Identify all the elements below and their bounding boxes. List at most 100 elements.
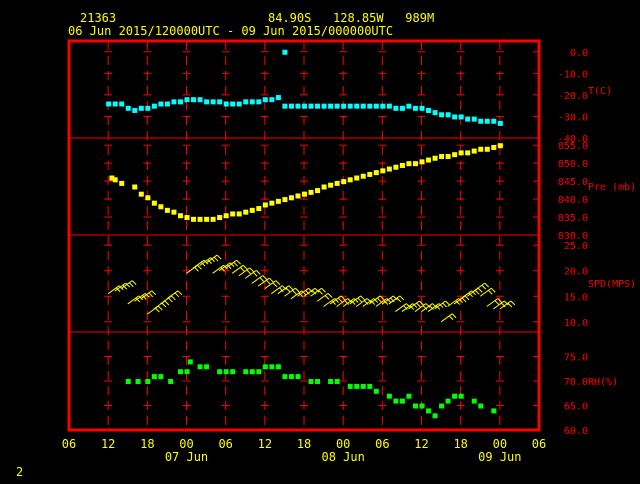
humidity-point [334,379,340,384]
wind-barb [218,262,235,272]
temperature-point [380,103,386,109]
wind-barb-flag [416,302,421,308]
pressure-point [217,215,223,221]
wind-barb-shaft [133,292,146,302]
wind-barb-flag [500,302,506,308]
wind-barb-shaft [447,298,459,307]
pressure-point [204,216,210,222]
temperature-point [236,101,242,107]
wind-barb-shaft [199,257,211,267]
pressure-point [380,168,386,174]
temperature-point [132,107,138,113]
humidity-point [406,393,412,399]
y-tick-label: -30.0 [558,112,588,123]
panel-label-temperature: T(C) [588,86,612,97]
wind-barb-flag [118,285,124,291]
wind-barb-shaft [218,262,231,272]
wind-barb-shaft [395,303,407,312]
pressure-point [478,146,484,152]
wind-barb-shaft [408,300,420,310]
wind-barb-shaft [277,285,290,295]
humidity-point [347,383,353,389]
wind-barb [114,282,131,292]
x-tick-label: 06 [375,437,389,451]
temperature-point [360,103,366,109]
temperature-point [439,112,445,118]
wind-barb-shaft [303,287,316,297]
humidity-point [168,379,174,384]
wind-barb [414,303,431,312]
temperature-point [138,105,144,111]
wind-barb-flag [474,289,480,295]
wind-barb-flag [419,300,424,306]
y-tick-label: 830.0 [558,231,588,242]
humidity-point [249,369,255,375]
x-tick-label: 12 [101,437,115,451]
y-tick-label: -10.0 [558,69,588,80]
y-tick-label: 20.0 [564,267,588,278]
wind-barb [310,287,326,297]
wind-barb-flag [403,305,408,310]
wind-barb-shaft [414,303,427,312]
wind-barb-flag [128,282,134,287]
pressure-point [184,215,190,221]
wind-barb [460,290,477,300]
station-id: 21363 [80,11,116,25]
wind-barb-shaft [258,277,270,287]
wind-barb-flag [435,305,441,310]
x-tick-label: 06 [62,437,76,451]
x-date-label: 07 Jun [165,450,208,464]
wind-barb [107,285,124,295]
wind-barb-flag [510,300,516,306]
wind-barb [238,267,255,277]
temperature-point [256,99,262,105]
wind-barb-shaft [421,303,433,312]
x-tick-label: 12 [258,437,272,451]
wind-barb-flag [497,298,503,303]
wind-barb-flag [334,298,339,303]
pressure-point [426,157,432,163]
pressure-point [484,146,490,152]
wind-barb-flag [220,266,225,272]
wind-barb-shaft [401,303,414,312]
wind-barb [205,254,222,264]
wind-barb [323,298,339,307]
humidity-point [223,369,229,375]
temperature-point [177,99,183,105]
wind-barb-shaft [284,287,296,297]
wind-barb-shaft [238,267,251,277]
y-tick-label: 855.0 [558,141,588,152]
wind-barb-shaft [290,290,303,300]
wind-barb-flag [494,300,500,305]
wind-barb-flag [396,297,402,303]
y-tick-label: -40.0 [558,134,588,145]
wind-barb-flag [363,300,369,305]
temperature-point [386,103,392,109]
wind-barb-flag [366,298,372,303]
humidity-point [187,359,193,365]
pressure-point [373,170,379,176]
wind-barb-flag [148,292,154,298]
wind-barb-flag [279,287,284,293]
wind-barb-flag [438,303,444,308]
wind-barb-flag [249,267,255,273]
temperature-point [354,103,360,109]
temperature-point [406,103,412,109]
wind-barb-flag [350,300,356,305]
temperature-point [125,105,131,111]
wind-barb-flag [295,287,300,293]
pressure-point [321,184,327,190]
panel-label-wind: SPD(MPS) [588,279,636,290]
wind-barb-flag [288,285,294,291]
wind-barb-flag [324,295,330,300]
wind-barb [427,303,444,312]
wind-barb-flag [412,303,418,308]
temperature-point [191,97,197,103]
wind-barb-flag [262,275,268,280]
humidity-point [445,398,451,404]
wind-barb-flag [373,298,379,303]
wind-barb-flag [477,287,483,293]
pressure-point [109,175,115,181]
temperature-point [158,101,164,107]
temperature-point [471,116,477,122]
